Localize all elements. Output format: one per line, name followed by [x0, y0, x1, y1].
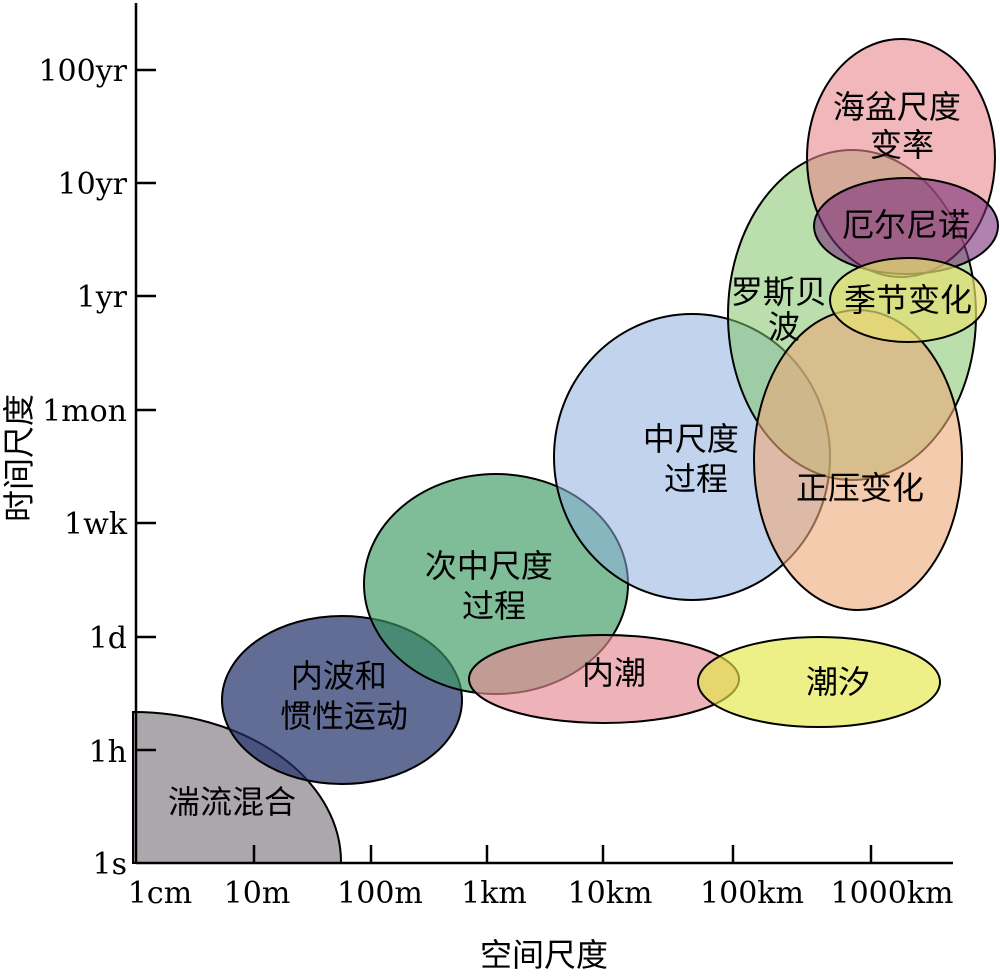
y-tick-label: 1d — [89, 621, 127, 656]
label-barotropic: 正压变化 — [796, 469, 924, 507]
x-tick-label: 100m — [337, 876, 423, 911]
label-el-nino: 厄尔尼诺 — [842, 206, 970, 244]
x-tick-label: 100km — [700, 876, 804, 911]
x-tick-labels: 1cm 10m 100m 1km 10km 100km 1000km — [128, 876, 954, 911]
x-tick-label: 10km — [568, 876, 653, 911]
label-rossby-wave: 罗斯贝 波 — [731, 273, 837, 346]
x-tick-label: 10m — [224, 876, 291, 911]
y-tick-label: 1h — [89, 735, 127, 770]
y-tick-label: 1yr — [77, 280, 128, 315]
y-tick-label: 1s — [93, 847, 127, 882]
x-tick-label: 1cm — [128, 876, 192, 911]
label-tide: 潮汐 — [806, 663, 870, 701]
label-internal-waves: 内波和 惯性运动 — [280, 657, 408, 735]
region-seasonal-shape — [829, 257, 987, 343]
label-mesoscale: 中尺度 过程 — [643, 420, 749, 498]
x-tick-label: 1km — [461, 876, 527, 911]
regions-layer — [132, 38, 999, 864]
region-labels: 湍流混合 内波和 惯性运动 次中尺度 过程 内潮 潮汐 中尺度 过程 正压变化 … — [168, 88, 972, 821]
label-submesoscale: 次中尺度 过程 — [425, 547, 563, 625]
label-turbulent-mixing: 湍流混合 — [168, 783, 296, 821]
x-tick-label: 1000km — [831, 876, 954, 911]
label-internal-tide: 内潮 — [582, 654, 646, 692]
y-axis-title: 时间尺度 — [0, 394, 38, 522]
label-seasonal: 季节变化 — [844, 281, 972, 319]
y-tick-labels: 1s 1h 1d 1wk 1mon 1yr 10yr 100yr — [38, 54, 127, 882]
region-tide-shape — [697, 636, 941, 728]
y-tick-label: 1wk — [64, 507, 128, 542]
y-tick-label: 100yr — [38, 54, 127, 89]
y-tick-label: 10yr — [58, 167, 128, 202]
label-basin-scale: 海盆尺度 变率 — [833, 88, 971, 164]
x-axis-title: 空间尺度 — [480, 936, 608, 974]
y-tick-label: 1mon — [42, 394, 127, 429]
axes — [134, 3, 953, 865]
region-barotropic-shape — [753, 309, 963, 611]
